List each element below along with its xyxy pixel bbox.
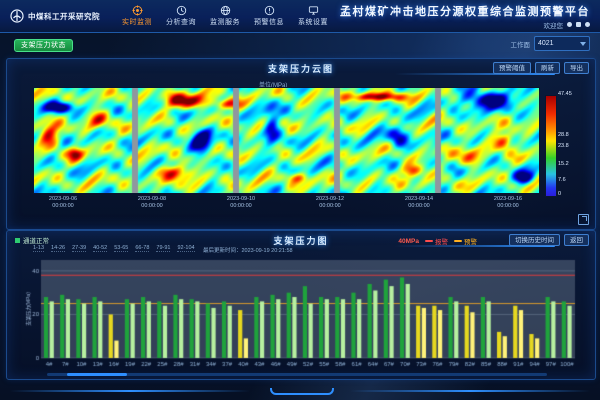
colorbar-tick: 0: [558, 191, 562, 197]
menu-label: 实时监测: [122, 19, 152, 26]
page-title: 孟村煤矿冲击地压分源权重综合监测预警平台: [340, 5, 590, 18]
menu-item-analysis[interactable]: 分析查询: [166, 5, 196, 27]
menu-label: 系统设置: [298, 19, 328, 26]
menu-item-realtime[interactable]: 实时监测: [122, 5, 152, 27]
main-menu: 实时监测 分析查询 监测服务 预警信息 系统设置: [122, 5, 328, 27]
support-range-links: 1-13 14-26 27-39 40-52 53-65 66-78 79-91…: [33, 245, 195, 252]
top-navigation-bar: 中煤科工开采研究院 实时监测 分析查询 监测服务 预警信息 系统设置 孟村煤矿冲…: [0, 0, 600, 33]
warning-line-icon: [454, 240, 462, 242]
toolbar: 支架压力状态 工作面 4021: [0, 32, 600, 58]
welcome-text: 欢迎您: [543, 22, 564, 30]
history-toggle-button[interactable]: 切换历史时间: [509, 234, 560, 246]
range-link[interactable]: 27-39: [72, 245, 87, 252]
colorbar-tick: 47.45: [558, 91, 572, 97]
chart-scrollbar[interactable]: [47, 373, 547, 376]
threshold-legend: 40MPa 报警 预警: [398, 236, 477, 247]
power-icon[interactable]: [585, 22, 590, 27]
date-label: 2023-09-06 00:00:00: [48, 196, 78, 209]
date-label: 2023-09-08 00:00:00: [137, 196, 167, 209]
heatmap-date-axis: 2023-09-06 00:00:00 2023-09-08 00:00:00 20…: [33, 196, 538, 209]
date-label: 2023-09-10 00:00:00: [226, 196, 256, 209]
back-button[interactable]: 返回: [564, 234, 589, 246]
expand-icon[interactable]: [578, 214, 589, 225]
menu-item-warning[interactable]: 预警信息: [254, 5, 284, 27]
colorbar-gradient: [545, 95, 557, 197]
channel-status: 通道正常: [15, 235, 49, 245]
chevron-down-icon: [580, 41, 586, 46]
range-link[interactable]: 14-26: [51, 245, 66, 252]
footer-line: [10, 390, 250, 392]
legend-warning: 预警: [454, 236, 477, 246]
date-label: 2023-09-16 00:00:00: [493, 196, 523, 209]
pressure-title: 支架压力图: [273, 236, 329, 246]
cloud-unit-note: 单位(MPa): [259, 83, 288, 89]
scrollbar-handle[interactable]: [67, 373, 127, 376]
cloud-title: 支架压力云图: [267, 64, 334, 74]
menu-label: 预警信息: [254, 19, 284, 26]
pressure-bar-panel: 支架压力图 通道正常 1-13 14-26 27-39 40-52 53-65 …: [6, 230, 596, 380]
alert-globe-icon: [264, 5, 274, 16]
footer-notch: [270, 388, 334, 395]
legend-alarm: 报警: [425, 236, 448, 246]
range-link[interactable]: 1-13: [33, 245, 45, 252]
colorbar-tick: 15.2: [558, 161, 569, 167]
last-updated-text: 最后更新时间：2023-09-19 20:21:58: [203, 248, 293, 254]
export-button[interactable]: 导出: [564, 62, 589, 74]
date-label: 2023-09-12 00:00:00: [315, 196, 345, 209]
title-underline: [395, 73, 555, 75]
date-label: 2023-09-14 00:00:00: [404, 196, 434, 209]
heatmap-canvas[interactable]: [33, 87, 540, 194]
alarm-line-icon: [425, 240, 433, 242]
footer-decoration: [0, 382, 600, 400]
colorbar-tick: 7.6: [558, 177, 566, 183]
menu-label: 监测服务: [210, 19, 240, 26]
user-icon[interactable]: [567, 22, 572, 27]
range-link[interactable]: 66-78: [135, 245, 150, 252]
workface-value: 4021: [538, 40, 554, 47]
fullscreen-icon[interactable]: [576, 22, 581, 27]
monitor-icon: [308, 6, 318, 15]
footer-line: [350, 390, 590, 392]
realtime-monitor-icon: [131, 5, 143, 16]
support-pressure-status-button[interactable]: 支架压力状态: [14, 39, 73, 52]
menu-item-settings[interactable]: 系统设置: [298, 5, 328, 27]
workface-label: 工作面: [510, 41, 531, 49]
logo-icon: [10, 9, 24, 23]
logo-text: 中煤科工开采研究院: [28, 11, 100, 21]
title-underline: [395, 245, 555, 247]
range-link[interactable]: 92-104: [177, 245, 195, 252]
colorbar-tick: 23.8: [558, 143, 569, 149]
menu-label: 分析查询: [166, 19, 196, 26]
workface-select[interactable]: 4021: [534, 36, 590, 51]
status-green-icon: [15, 237, 20, 243]
globe-icon: [220, 5, 230, 16]
logo: 中煤科工开采研究院: [0, 9, 108, 23]
threshold-button[interactable]: 预警阈值: [493, 62, 531, 74]
channel-status-label: 通道正常: [23, 238, 49, 245]
clock-icon: [176, 5, 186, 16]
colorbar: 47.45 28.8 23.8 15.2 7.6 0: [545, 91, 581, 203]
pressure-cloud-panel: 支架压力云图 预警阈值 刷新 导出 单位(MPa) 2023-09-06 00:0…: [6, 58, 596, 230]
bar-canvas[interactable]: [25, 257, 577, 369]
menu-item-service[interactable]: 监测服务: [210, 5, 240, 27]
colorbar-tick: 28.8: [558, 132, 569, 138]
range-link[interactable]: 79-91: [156, 245, 171, 252]
range-link[interactable]: 53-65: [114, 245, 129, 252]
unit-badge: 40MPa: [398, 237, 419, 245]
refresh-button[interactable]: 刷新: [535, 62, 560, 74]
range-link[interactable]: 40-52: [93, 245, 108, 252]
